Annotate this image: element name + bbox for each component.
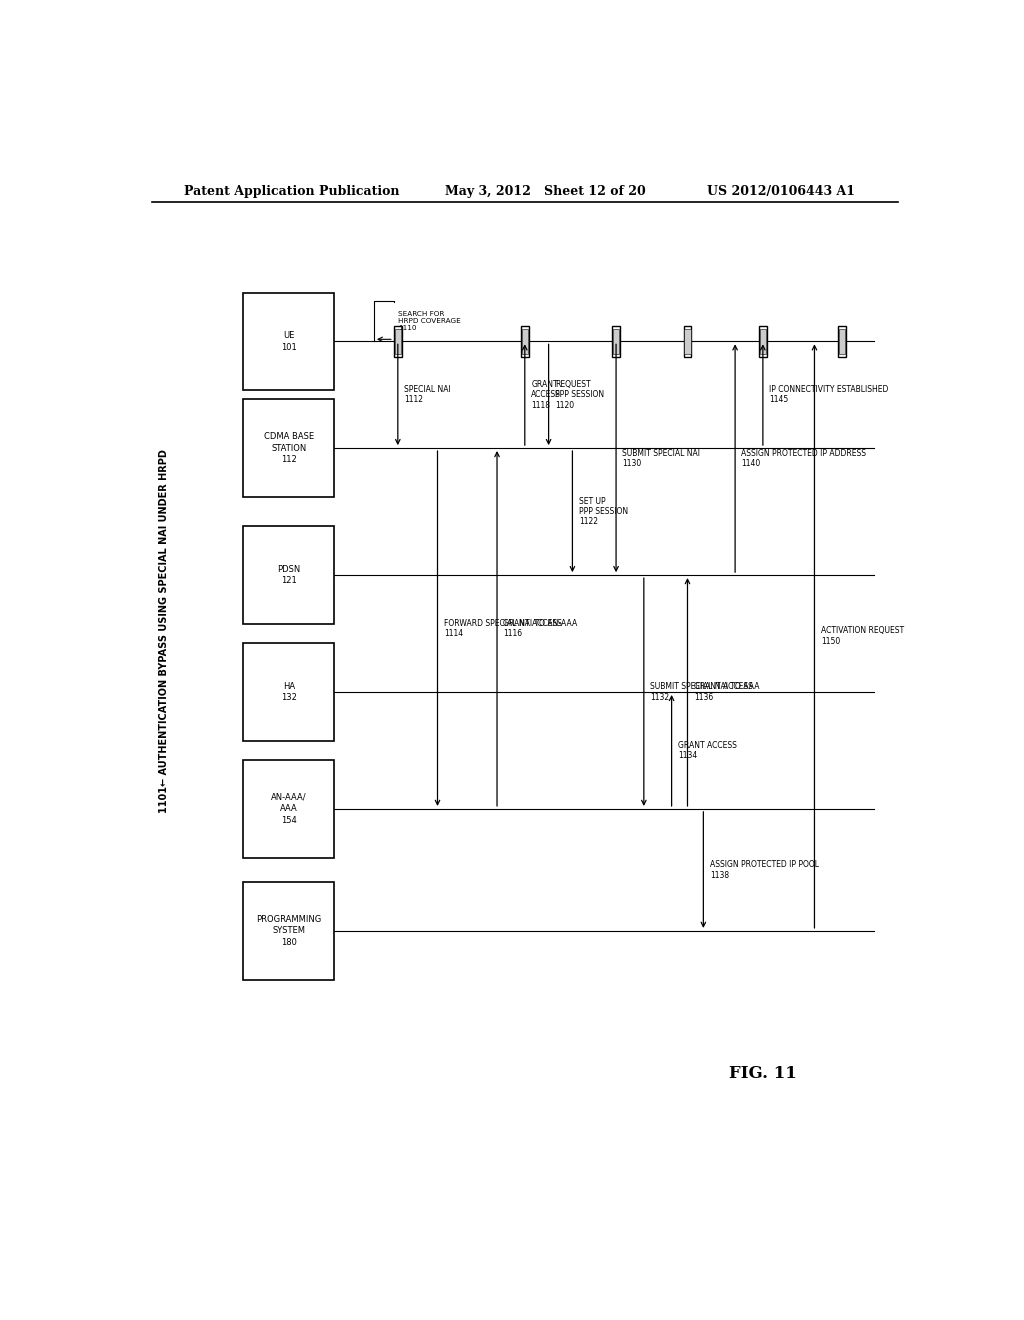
Text: ASSIGN PROTECTED IP POOL
1138: ASSIGN PROTECTED IP POOL 1138 xyxy=(710,861,819,879)
Text: UE
101: UE 101 xyxy=(281,331,297,351)
Text: GRANT ACCESS
1134: GRANT ACCESS 1134 xyxy=(678,741,737,760)
Bar xyxy=(760,329,766,354)
Text: 1101← AUTHENTICATION BYPASS USING SPECIAL NAI UNDER HRPD: 1101← AUTHENTICATION BYPASS USING SPECIA… xyxy=(159,449,169,813)
Text: PROGRAMMING
SYSTEM
180: PROGRAMMING SYSTEM 180 xyxy=(256,915,322,946)
Bar xyxy=(243,643,334,741)
Text: FORWARD SPECIAL NAI TO AN-AAA
1114: FORWARD SPECIAL NAI TO AN-AAA 1114 xyxy=(443,619,578,638)
Text: ASSIGN PROTECTED IP ADDRESS
1140: ASSIGN PROTECTED IP ADDRESS 1140 xyxy=(741,449,866,467)
Text: AN-AAA/
AAA
154: AN-AAA/ AAA 154 xyxy=(271,793,306,825)
Bar xyxy=(612,326,621,356)
Text: SPECIAL NAI
1112: SPECIAL NAI 1112 xyxy=(404,385,451,404)
Text: May 3, 2012   Sheet 12 of 20: May 3, 2012 Sheet 12 of 20 xyxy=(445,185,646,198)
Bar xyxy=(243,293,334,391)
Bar xyxy=(243,882,334,979)
Bar xyxy=(521,326,528,356)
Bar xyxy=(684,326,691,356)
Bar xyxy=(839,329,846,354)
Bar xyxy=(613,329,620,354)
Bar xyxy=(521,329,528,354)
Text: SUBMIT SPECIAL NAI
1130: SUBMIT SPECIAL NAI 1130 xyxy=(623,449,700,467)
Text: GRANT
ACCESS
1118: GRANT ACCESS 1118 xyxy=(531,380,561,409)
Text: SET UP
PPP SESSION
1122: SET UP PPP SESSION 1122 xyxy=(579,496,628,527)
Text: FIG. 11: FIG. 11 xyxy=(729,1065,797,1081)
Text: HA
132: HA 132 xyxy=(281,682,297,702)
Bar xyxy=(839,326,846,356)
Text: SUBMIT SPECIAL NAI TO AAA
1132: SUBMIT SPECIAL NAI TO AAA 1132 xyxy=(650,682,760,702)
Text: Patent Application Publication: Patent Application Publication xyxy=(183,185,399,198)
Text: PDSN
121: PDSN 121 xyxy=(278,565,300,585)
Bar xyxy=(243,399,334,496)
Text: GRANT ACCESS
1116: GRANT ACCESS 1116 xyxy=(504,619,562,638)
Bar xyxy=(759,326,767,356)
Text: GRANT ACCESS
1136: GRANT ACCESS 1136 xyxy=(694,682,753,702)
Bar xyxy=(394,329,401,354)
Text: CDMA BASE
STATION
112: CDMA BASE STATION 112 xyxy=(263,432,313,465)
Bar xyxy=(394,326,401,356)
Text: REQUEST
PPP SESSION
1120: REQUEST PPP SESSION 1120 xyxy=(555,380,604,409)
Text: SEARCH FOR
HRPD COVERAGE
1110: SEARCH FOR HRPD COVERAGE 1110 xyxy=(397,312,461,331)
Bar xyxy=(684,329,690,354)
Text: IP CONNECTIVITY ESTABLISHED
1145: IP CONNECTIVITY ESTABLISHED 1145 xyxy=(769,385,889,404)
Bar xyxy=(243,527,334,624)
Text: ACTIVATION REQUEST
1150: ACTIVATION REQUEST 1150 xyxy=(821,627,904,645)
Text: US 2012/0106443 A1: US 2012/0106443 A1 xyxy=(708,185,855,198)
Bar xyxy=(243,760,334,858)
